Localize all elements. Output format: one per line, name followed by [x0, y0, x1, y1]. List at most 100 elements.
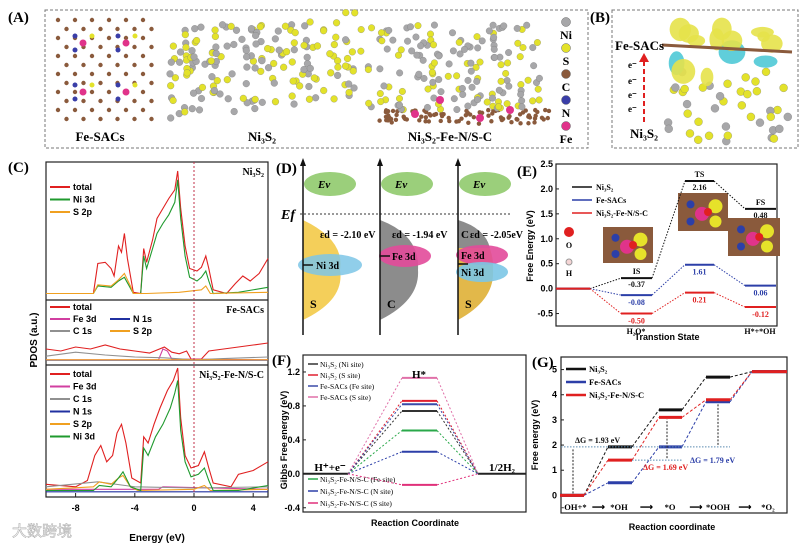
carbon-atom — [149, 98, 154, 104]
cluster-atom — [251, 64, 259, 72]
cluster-atom — [368, 24, 376, 32]
cluster-atom — [435, 76, 443, 83]
connector-line — [589, 277, 622, 290]
legend-label: S 2p — [133, 326, 153, 336]
charge-density-isosurface — [750, 26, 774, 38]
panel-g-oer-free-energy: (G)5 4 3 2 1 0 Free energy (eV) Reaction coordi… — [530, 355, 788, 532]
plot-frame — [302, 354, 527, 513]
cluster-atom — [332, 19, 341, 27]
cluster-atom — [334, 57, 342, 65]
value-label: 2.16 — [693, 183, 707, 192]
pdos-line-ni-3d — [46, 380, 269, 492]
cluster-atom — [467, 67, 475, 75]
subplot-title: Ni₃S₂ — [242, 167, 264, 178]
cluster-atom — [467, 59, 475, 67]
cluster-atom — [252, 31, 260, 40]
carbon-atom — [506, 115, 511, 120]
cluster-atom — [218, 21, 227, 29]
carbon-atom — [390, 108, 396, 114]
cluster-atom — [377, 98, 385, 106]
cluster-atom — [530, 62, 538, 70]
charge-density-isosurface — [721, 30, 743, 52]
charge-density-isosurface — [761, 34, 783, 53]
cluster-atom — [330, 95, 338, 103]
cluster-atom — [341, 62, 350, 70]
nitrogen-atom — [72, 82, 78, 88]
iron-atom — [122, 88, 130, 96]
carbon-atom — [132, 98, 137, 104]
legend-label: total — [73, 302, 92, 312]
cluster-atom — [365, 99, 373, 107]
sulfur-atom — [633, 232, 648, 247]
fe-3d-orbital — [456, 245, 508, 265]
sulfur-atom — [760, 224, 774, 239]
cluster-atom — [301, 22, 309, 30]
cluster-atom — [435, 52, 443, 60]
carbon-atom — [388, 116, 394, 122]
cluster-atom — [516, 53, 524, 61]
cluster-atom — [514, 39, 522, 47]
legend-label: Ni — [560, 28, 573, 42]
cluster-atom — [424, 103, 431, 111]
y-tick-label: -0.4 — [284, 503, 300, 513]
nitrogen-atom — [72, 96, 78, 102]
cluster-atom — [424, 85, 432, 93]
x-category-label: *OOH — [706, 502, 730, 512]
legend-label: S 2p — [73, 207, 93, 217]
carbon-atom — [55, 35, 61, 41]
cluster-atom — [395, 51, 402, 59]
orbital-label: Ni 3d — [461, 268, 485, 279]
oxygen-legend-icon — [564, 227, 574, 237]
cluster-atom — [476, 58, 484, 66]
pdos-line-total — [46, 170, 269, 295]
carbon-atom — [471, 114, 477, 120]
band-label: C — [461, 229, 469, 241]
connector-line — [681, 376, 707, 411]
cluster-atom — [296, 82, 304, 90]
cluster-atom — [396, 101, 403, 109]
value-label: -0.08 — [628, 298, 645, 307]
carbon-atom — [106, 107, 112, 113]
cluster-atom — [715, 92, 725, 101]
cluster-atom — [350, 84, 358, 92]
y-tick-label: 3 — [552, 415, 557, 425]
legend-label: Ni₃S₂ (Ni site) — [320, 360, 364, 369]
legend-label: Ni₃S₂-Fe-N/S-C (S site) — [320, 499, 392, 508]
cluster-atom — [239, 94, 247, 102]
panel-d-label: (D) — [276, 161, 297, 177]
carbon-atom — [98, 26, 103, 32]
x-category-label: *O — [665, 502, 676, 512]
cluster-atom — [413, 51, 421, 59]
pdos-line-total — [45, 342, 269, 360]
stage-label: H* — [412, 369, 427, 381]
axis-arrow-icon — [377, 158, 383, 166]
cluster-atom — [242, 46, 250, 55]
cluster-atom — [456, 50, 464, 58]
d-band-center-label: εd = -2.05eV — [470, 230, 524, 241]
cluster-atom — [450, 95, 458, 103]
cluster-atom — [741, 73, 750, 82]
y-tick-label: 5 — [552, 365, 557, 375]
charge-density-model — [661, 17, 793, 146]
legend-label: Ni 3d — [73, 195, 95, 205]
cluster-atom — [228, 70, 236, 78]
carbon-atom — [72, 17, 78, 23]
cluster-atom — [212, 43, 220, 51]
cluster-atom — [207, 57, 215, 65]
cluster-atom — [721, 122, 731, 131]
cluster-atom — [473, 33, 481, 41]
cluster-atom — [683, 109, 692, 118]
cluster-atom — [534, 85, 542, 93]
carbon-atom — [106, 89, 112, 95]
ev-label: Ev — [394, 179, 407, 191]
connector-line — [631, 446, 660, 484]
cluster-atom — [289, 77, 297, 85]
sulfur-atom — [634, 248, 647, 260]
cluster-atom — [385, 26, 393, 34]
value-label: 0.06 — [754, 289, 768, 298]
cluster-atom — [291, 29, 299, 37]
x-tick-label: -4 — [131, 503, 139, 513]
value-label: -0.50 — [628, 317, 645, 326]
cluster-atom — [251, 105, 259, 113]
carbon-atom — [132, 62, 137, 68]
